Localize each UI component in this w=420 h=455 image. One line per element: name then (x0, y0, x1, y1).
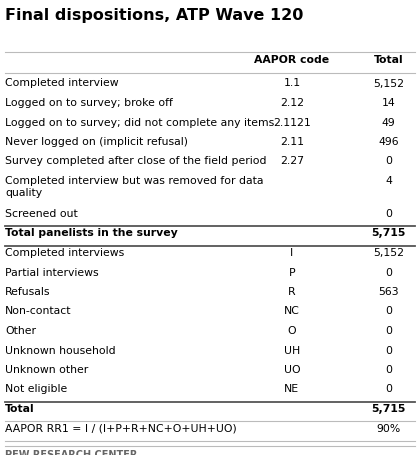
Text: 2.27: 2.27 (280, 157, 304, 167)
Text: P: P (289, 268, 295, 278)
Text: 5,715: 5,715 (371, 228, 406, 238)
Text: Completed interviews: Completed interviews (5, 248, 124, 258)
Text: Total: Total (5, 404, 35, 414)
Text: 2.1121: 2.1121 (273, 117, 311, 127)
Text: 0: 0 (385, 345, 392, 355)
Text: 0: 0 (385, 307, 392, 317)
Text: 0: 0 (385, 209, 392, 219)
Text: NC: NC (284, 307, 300, 317)
Text: 0: 0 (385, 157, 392, 167)
Text: 5,715: 5,715 (371, 404, 406, 414)
Text: 90%: 90% (376, 424, 401, 434)
Text: Completed interview but was removed for data
quality: Completed interview but was removed for … (5, 176, 263, 198)
Text: Never logged on (implicit refusal): Never logged on (implicit refusal) (5, 137, 188, 147)
Text: Logged on to survey; did not complete any items: Logged on to survey; did not complete an… (5, 117, 274, 127)
Text: 2.11: 2.11 (280, 137, 304, 147)
Text: AAPOR code: AAPOR code (255, 55, 329, 65)
Text: 0: 0 (385, 365, 392, 375)
Text: UH: UH (284, 345, 300, 355)
Text: 0: 0 (385, 268, 392, 278)
Text: Survey completed after close of the field period: Survey completed after close of the fiel… (5, 157, 267, 167)
Text: 2.12: 2.12 (280, 98, 304, 108)
Text: Partial interviews: Partial interviews (5, 268, 99, 278)
Text: 4: 4 (385, 176, 392, 186)
Text: Completed interview: Completed interview (5, 79, 119, 89)
Text: Non-contact: Non-contact (5, 307, 71, 317)
Text: Unknown other: Unknown other (5, 365, 88, 375)
Text: R: R (288, 287, 296, 297)
Text: 14: 14 (382, 98, 395, 108)
Text: Refusals: Refusals (5, 287, 50, 297)
Text: 0: 0 (385, 326, 392, 336)
Text: 5,152: 5,152 (373, 79, 404, 89)
Text: 563: 563 (378, 287, 399, 297)
Text: Screened out: Screened out (5, 209, 78, 219)
Text: Total panelists in the survey: Total panelists in the survey (5, 228, 178, 238)
Text: 1.1: 1.1 (284, 79, 300, 89)
Text: 496: 496 (378, 137, 399, 147)
Text: NE: NE (284, 384, 299, 394)
Text: UO: UO (284, 365, 300, 375)
Text: Final dispositions, ATP Wave 120: Final dispositions, ATP Wave 120 (5, 8, 303, 23)
Text: PEW RESEARCH CENTER: PEW RESEARCH CENTER (5, 450, 137, 455)
Text: AAPOR RR1 = I / (I+P+R+NC+O+UH+UO): AAPOR RR1 = I / (I+P+R+NC+O+UH+UO) (5, 424, 237, 434)
Text: I: I (290, 248, 294, 258)
Text: Other: Other (5, 326, 36, 336)
Text: Not eligible: Not eligible (5, 384, 67, 394)
Text: Unknown household: Unknown household (5, 345, 116, 355)
Text: 49: 49 (382, 117, 395, 127)
Text: Total: Total (374, 55, 403, 65)
Text: 0: 0 (385, 384, 392, 394)
Text: O: O (288, 326, 296, 336)
Text: 5,152: 5,152 (373, 248, 404, 258)
Text: Logged on to survey; broke off: Logged on to survey; broke off (5, 98, 173, 108)
